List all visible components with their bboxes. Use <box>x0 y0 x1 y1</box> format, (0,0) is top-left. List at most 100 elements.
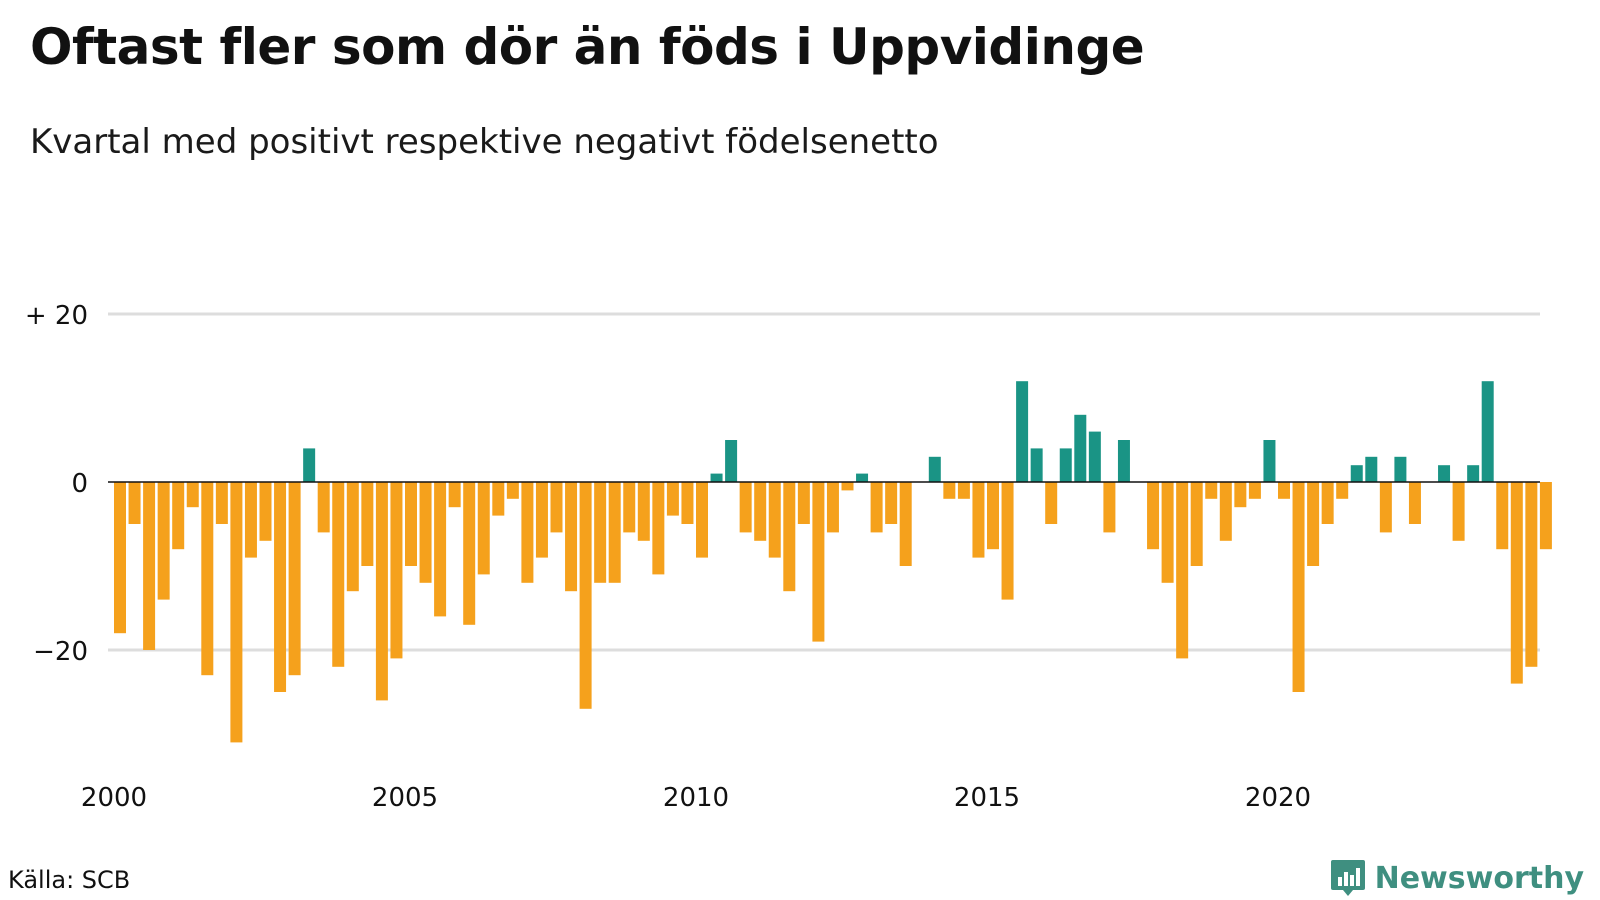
bar <box>230 482 243 743</box>
bar <box>623 482 636 533</box>
bar <box>870 482 883 533</box>
bar <box>768 482 781 558</box>
bar-chart-speech-bubble-icon <box>1330 860 1365 896</box>
bar <box>565 482 578 592</box>
bar <box>1496 482 1509 550</box>
x-tick-label: 2015 <box>954 783 1020 813</box>
bar <box>317 482 330 533</box>
bar <box>928 456 941 482</box>
bar <box>579 482 592 709</box>
bar <box>1059 448 1072 482</box>
bar <box>303 448 316 482</box>
bar <box>506 482 519 499</box>
bar <box>390 482 403 659</box>
bar <box>1147 482 1160 550</box>
bar <box>332 482 345 667</box>
bar <box>856 473 869 482</box>
y-tick-label: −20 <box>33 637 88 667</box>
bar <box>754 482 767 541</box>
bar <box>1307 482 1320 566</box>
bar <box>1481 381 1494 482</box>
bar <box>1394 456 1407 482</box>
bar <box>215 482 228 524</box>
bar <box>1263 440 1276 482</box>
bar <box>899 482 912 566</box>
bar <box>739 482 752 533</box>
bar <box>1190 482 1203 566</box>
bar <box>1161 482 1174 583</box>
x-tick-label: 2005 <box>372 783 438 813</box>
bar <box>957 482 970 499</box>
bar <box>1248 482 1261 499</box>
bar <box>1292 482 1305 692</box>
bar <box>812 482 825 642</box>
bar <box>172 482 185 550</box>
bar <box>274 482 287 692</box>
bar <box>288 482 301 676</box>
bar <box>681 482 694 524</box>
bar <box>550 482 563 533</box>
bar <box>1452 482 1465 541</box>
source-note: Källa: SCB <box>8 866 131 894</box>
bar <box>346 482 359 592</box>
bar <box>419 482 432 583</box>
brand-name: Newsworthy <box>1374 860 1584 896</box>
bar <box>797 482 810 524</box>
bar <box>1219 482 1232 541</box>
bar <box>463 482 476 625</box>
bar <box>1438 465 1451 482</box>
chart-title: Oftast fler som dör än föds i Uppvidinge <box>30 18 1145 76</box>
bar <box>1117 440 1130 482</box>
bar <box>1510 482 1523 684</box>
bar <box>535 482 548 558</box>
bar <box>448 482 461 508</box>
bar <box>608 482 621 583</box>
bar <box>987 482 999 550</box>
bar <box>652 482 665 575</box>
chart-subtitle: Kvartal med positivt respektive negativt… <box>30 122 939 162</box>
bar <box>826 482 839 533</box>
bar <box>696 482 708 558</box>
bar <box>637 482 650 541</box>
bar <box>972 482 985 558</box>
bar <box>1103 482 1116 533</box>
bar <box>477 482 490 575</box>
bar <box>1350 465 1363 482</box>
x-tick-label: 2000 <box>81 783 147 813</box>
bar <box>259 482 272 541</box>
bar <box>128 482 141 524</box>
bar <box>1525 482 1538 667</box>
bar <box>1016 381 1029 482</box>
bar <box>1365 456 1378 482</box>
bar <box>1045 482 1058 524</box>
bar <box>841 482 854 491</box>
bar <box>405 482 417 566</box>
bar <box>186 482 199 508</box>
bar <box>1176 482 1189 659</box>
y-tick-label: + 20 <box>25 301 88 331</box>
bar <box>143 482 156 650</box>
bar <box>725 440 738 482</box>
bar <box>244 482 257 558</box>
bar <box>521 482 534 583</box>
bar <box>1336 482 1349 499</box>
x-tick-label: 2020 <box>1245 783 1311 813</box>
bar <box>434 482 447 617</box>
bar <box>710 473 723 482</box>
bar <box>1379 482 1392 533</box>
x-tick-label: 2010 <box>663 783 729 813</box>
bar <box>492 482 505 516</box>
bar <box>1001 482 1014 600</box>
bar <box>1278 482 1290 499</box>
brand-logo: Newsworthy <box>1329 858 1584 898</box>
bar <box>1539 482 1552 550</box>
bar <box>114 482 126 634</box>
bar <box>157 482 170 600</box>
bar <box>1467 465 1480 482</box>
bar <box>361 482 374 566</box>
bar <box>1074 414 1087 482</box>
bar <box>885 482 898 524</box>
bar <box>1234 482 1247 508</box>
